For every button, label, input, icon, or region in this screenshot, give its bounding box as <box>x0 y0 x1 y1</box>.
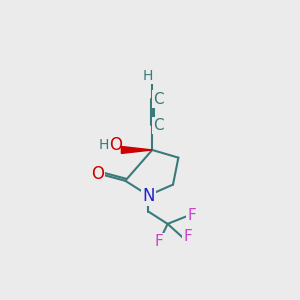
Text: F: F <box>183 230 192 244</box>
Text: H: H <box>142 69 153 83</box>
Text: F: F <box>155 234 164 249</box>
Polygon shape <box>122 146 152 153</box>
Text: H: H <box>98 138 109 152</box>
Text: F: F <box>187 208 196 223</box>
Text: O: O <box>91 165 104 183</box>
Text: C: C <box>153 92 164 106</box>
Text: O: O <box>109 136 122 154</box>
Text: N: N <box>142 187 154 205</box>
Text: C: C <box>153 118 164 133</box>
